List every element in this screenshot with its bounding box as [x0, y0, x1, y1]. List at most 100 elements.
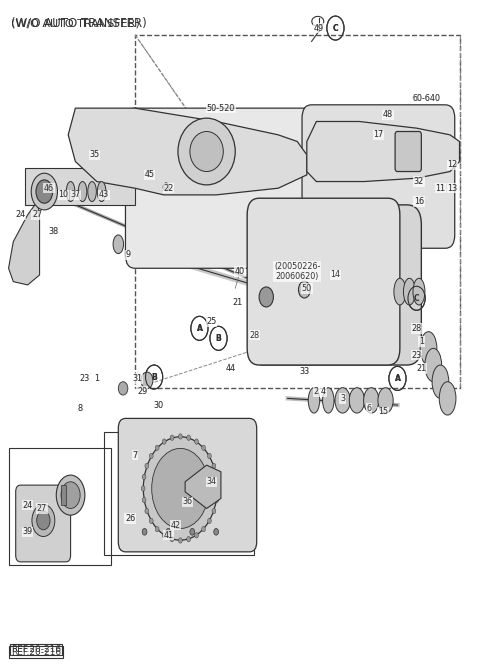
Ellipse shape: [439, 382, 456, 415]
Text: 14: 14: [330, 271, 340, 279]
Text: 9: 9: [125, 251, 131, 259]
Ellipse shape: [88, 182, 96, 202]
Text: 27: 27: [32, 210, 42, 219]
FancyBboxPatch shape: [125, 108, 326, 268]
Ellipse shape: [163, 183, 169, 191]
Text: 28: 28: [411, 324, 421, 333]
Text: 45: 45: [144, 170, 155, 180]
Ellipse shape: [78, 182, 87, 202]
FancyBboxPatch shape: [302, 105, 455, 249]
Text: 11: 11: [435, 184, 446, 193]
Text: 50-520: 50-520: [207, 104, 235, 113]
Text: 44: 44: [226, 364, 236, 373]
Text: 10: 10: [58, 190, 69, 200]
Text: 16: 16: [414, 197, 424, 206]
FancyBboxPatch shape: [118, 418, 257, 552]
Text: C: C: [414, 294, 420, 303]
Text: 60-640: 60-640: [411, 94, 441, 103]
Ellipse shape: [214, 529, 218, 535]
Text: 1: 1: [94, 374, 99, 383]
Polygon shape: [185, 465, 221, 509]
Text: 7: 7: [132, 451, 138, 460]
Polygon shape: [9, 202, 39, 285]
FancyBboxPatch shape: [247, 198, 400, 365]
Text: 36: 36: [182, 497, 192, 507]
Ellipse shape: [113, 235, 123, 254]
Ellipse shape: [215, 497, 218, 502]
Ellipse shape: [170, 537, 174, 542]
Ellipse shape: [259, 287, 274, 307]
Text: 12: 12: [447, 160, 457, 170]
Text: 35: 35: [89, 150, 100, 159]
Ellipse shape: [216, 486, 219, 491]
Text: 26: 26: [125, 514, 135, 523]
Ellipse shape: [323, 388, 334, 413]
Text: 31: 31: [132, 374, 143, 383]
Text: 40: 40: [235, 267, 245, 276]
Text: 17: 17: [373, 131, 384, 139]
FancyBboxPatch shape: [16, 485, 71, 562]
Text: 14: 14: [330, 271, 341, 279]
Text: 33: 33: [299, 367, 310, 376]
Text: 3: 3: [340, 394, 345, 403]
Text: 16: 16: [414, 197, 424, 206]
Ellipse shape: [179, 433, 182, 439]
Text: 34: 34: [206, 477, 216, 486]
Text: 25: 25: [206, 317, 216, 326]
Text: 50-520: 50-520: [206, 104, 236, 113]
Text: 31: 31: [132, 374, 143, 383]
Ellipse shape: [155, 445, 159, 450]
Text: 23: 23: [411, 350, 421, 360]
Text: 15: 15: [378, 407, 388, 416]
Text: 24: 24: [15, 210, 25, 219]
Text: 25: 25: [206, 317, 216, 326]
Text: 15: 15: [378, 407, 388, 416]
Ellipse shape: [215, 474, 218, 480]
Text: 34: 34: [206, 477, 216, 486]
Text: 28: 28: [411, 324, 422, 333]
Text: (W/O AUTO TRANSFER): (W/O AUTO TRANSFER): [11, 16, 147, 29]
Ellipse shape: [404, 278, 415, 305]
Text: 4: 4: [321, 387, 326, 396]
Ellipse shape: [97, 182, 106, 202]
Text: 27: 27: [32, 210, 43, 219]
Text: C: C: [333, 23, 338, 33]
Text: 1: 1: [419, 337, 424, 346]
Ellipse shape: [178, 118, 235, 185]
Text: A: A: [395, 374, 400, 383]
Text: 46: 46: [44, 184, 54, 193]
Ellipse shape: [36, 511, 50, 530]
Text: (20050226-
20060620): (20050226- 20060620): [274, 262, 321, 281]
Text: B: B: [216, 334, 221, 343]
Text: 22: 22: [163, 184, 174, 193]
Text: 24: 24: [15, 210, 26, 219]
Text: 13: 13: [447, 184, 457, 193]
Text: 50: 50: [302, 284, 312, 293]
Ellipse shape: [308, 388, 320, 413]
Ellipse shape: [394, 278, 406, 305]
Text: 48: 48: [383, 111, 393, 119]
Text: 2: 2: [314, 387, 319, 396]
Text: 29: 29: [137, 387, 147, 396]
Text: 21: 21: [416, 364, 426, 373]
Ellipse shape: [187, 435, 191, 440]
Text: 1: 1: [95, 374, 99, 383]
Text: 37: 37: [70, 190, 81, 200]
Text: 28: 28: [249, 330, 260, 340]
Text: 49: 49: [313, 23, 324, 33]
Ellipse shape: [202, 527, 205, 532]
Text: 6: 6: [366, 404, 372, 413]
Text: A: A: [196, 324, 203, 333]
Text: (20050226-
20060620): (20050226- 20060620): [273, 262, 322, 281]
Ellipse shape: [212, 509, 216, 514]
Text: C: C: [333, 23, 338, 33]
Text: 39: 39: [23, 527, 33, 536]
Text: 8: 8: [77, 404, 83, 413]
Ellipse shape: [162, 439, 166, 444]
Ellipse shape: [155, 527, 159, 532]
Ellipse shape: [425, 348, 442, 382]
Ellipse shape: [149, 518, 153, 523]
Ellipse shape: [190, 529, 195, 535]
Text: 23: 23: [80, 374, 90, 383]
Ellipse shape: [364, 388, 379, 413]
